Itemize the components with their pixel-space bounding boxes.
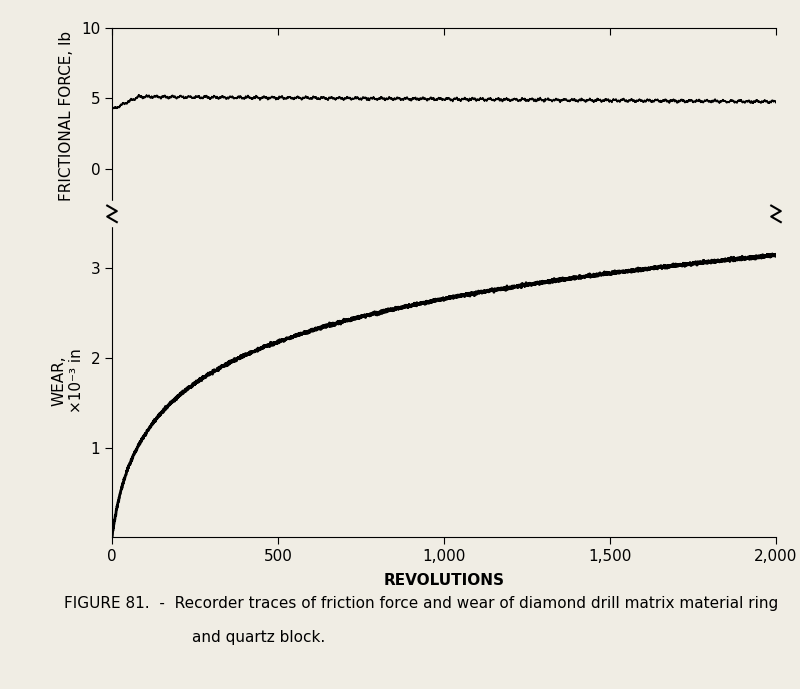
Text: and quartz block.: and quartz block. xyxy=(192,630,326,646)
Y-axis label: WEAR,
×10⁻³ in: WEAR, ×10⁻³ in xyxy=(51,348,83,413)
Text: FIGURE 81.  -  Recorder traces of friction force and wear of diamond drill matri: FIGURE 81. - Recorder traces of friction… xyxy=(64,596,778,611)
Y-axis label: FRICTIONAL FORCE, lb: FRICTIONAL FORCE, lb xyxy=(59,31,74,201)
X-axis label: REVOLUTIONS: REVOLUTIONS xyxy=(383,573,505,588)
